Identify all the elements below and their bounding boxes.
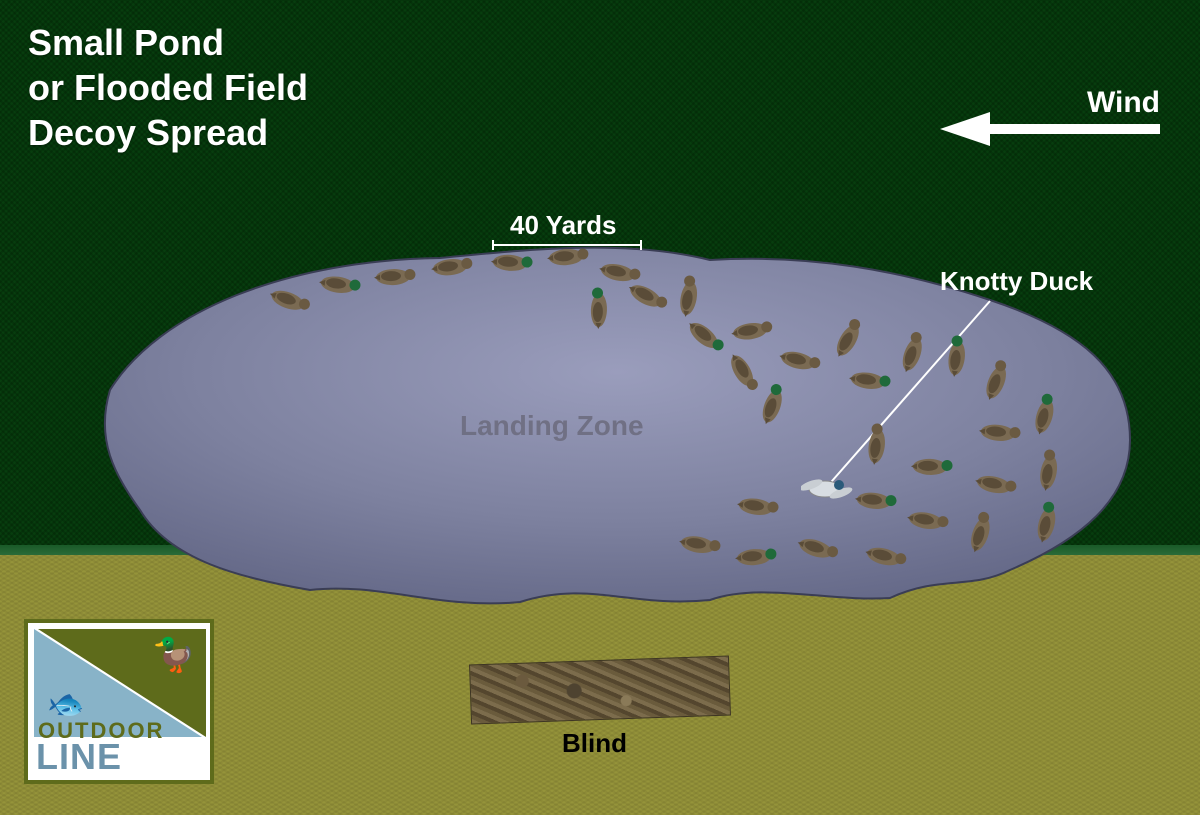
decoy-icon	[862, 420, 890, 469]
diagram-canvas: Small Pond or Flooded Field Decoy Spread…	[0, 0, 1200, 800]
decoy-icon	[732, 543, 779, 568]
outdoor-line-logo: 🦆 🐟 OUTDOOR LINE	[24, 619, 214, 784]
decoy-icon	[861, 540, 911, 572]
decoy-icon	[846, 366, 895, 394]
decoy-icon	[1030, 497, 1062, 547]
decoy-icon	[586, 285, 610, 332]
decoy-icon	[372, 264, 419, 288]
decoy-icon	[723, 347, 765, 398]
decoy-icon	[793, 530, 844, 565]
decoy-icon	[673, 271, 703, 320]
decoy-icon	[623, 275, 674, 316]
decoy-icon	[544, 243, 591, 268]
decoy-icon	[1033, 445, 1063, 494]
decoy-icon	[775, 344, 825, 376]
decoy-icon	[942, 332, 970, 381]
decoy-icon	[265, 282, 316, 318]
decoy-icon	[971, 468, 1021, 499]
decoy-icon	[316, 270, 365, 298]
decoy-icon	[428, 253, 476, 280]
decoy-icon	[1027, 389, 1061, 439]
decoy-icon	[976, 419, 1024, 446]
blind-label: Blind	[562, 728, 627, 759]
decoy-icon	[962, 507, 997, 558]
decoy-icon	[909, 454, 956, 478]
decoy-icon	[894, 327, 930, 378]
blind-box	[469, 655, 731, 724]
decoy-icon	[827, 313, 869, 364]
knotty-duck-icon	[801, 473, 855, 503]
decoy-icon	[903, 505, 952, 535]
decoy-icon	[734, 492, 783, 520]
decoy-icon	[977, 355, 1015, 406]
decoy-icon	[728, 316, 777, 344]
decoy-icon	[681, 313, 730, 359]
logo-bird-icon: 🦆	[151, 632, 200, 679]
logo-text-lower: LINE	[36, 736, 122, 778]
decoy-icon	[675, 529, 724, 559]
decoy-icon	[488, 249, 535, 274]
decoy-icon	[852, 487, 900, 514]
